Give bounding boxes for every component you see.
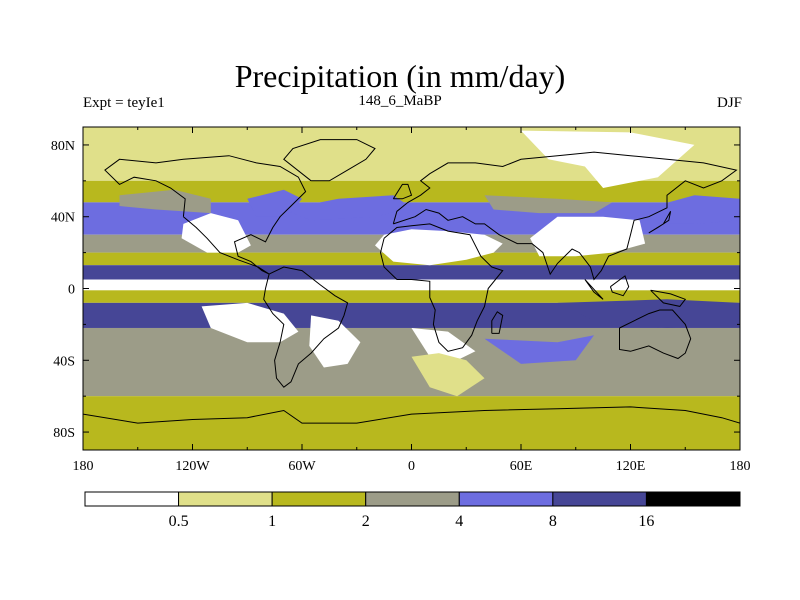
- precip-region-asia-band: [484, 195, 613, 214]
- precip-band-10: [83, 396, 740, 450]
- colorbar-swatch: [271, 491, 367, 507]
- experiment-label: Expt = teyIe1: [83, 95, 165, 111]
- y-tick-label: 80N: [51, 139, 75, 154]
- precip-region-atlantic-storm: [283, 195, 412, 221]
- precip-region-south-indian-mix: [484, 335, 594, 364]
- coastline-8: [491, 311, 504, 334]
- coastlines: [83, 139, 740, 424]
- colorbar-swatch: [84, 491, 180, 507]
- coastline-6: [83, 406, 740, 424]
- precip-band-1: [83, 180, 740, 203]
- x-tick-label: 60W: [288, 459, 316, 474]
- precip-band-9: [83, 327, 740, 397]
- plot-title: Precipitation (in mm/day): [234, 58, 566, 94]
- precip-band-7: [83, 290, 740, 303]
- precip-region-pacific-nw-band: [119, 189, 211, 214]
- precip-region-na-east-wet: [247, 189, 302, 217]
- colorbar-swatch: [178, 491, 273, 507]
- precip-region-north-africa-dry: [375, 229, 503, 266]
- precip-region-arctic-dry: [521, 130, 695, 188]
- coastline-4: [619, 309, 692, 360]
- coastline-5: [283, 139, 376, 182]
- coastline-9: [648, 211, 672, 234]
- y-tick-label: 40S: [53, 354, 75, 369]
- coastline-3: [392, 151, 738, 281]
- precip-band-6: [83, 279, 740, 291]
- precip-region-sa-south-dry: [309, 315, 361, 368]
- colorbar-swatch: [552, 491, 647, 507]
- axis-ticks: 180 120W 60W 0 60E 120E 180 80N 40N 0 40S 80S: [51, 127, 751, 474]
- coastline-0: [104, 155, 307, 275]
- coastline-12: [650, 289, 687, 307]
- colorbar-swatch: [365, 491, 460, 507]
- precip-region-africa-south-mix: [411, 353, 485, 397]
- x-tick-label: 180: [73, 459, 94, 474]
- y-tick-label: 40N: [51, 211, 75, 226]
- x-tick-label: 60E: [510, 459, 533, 474]
- colorbar-label: 0.5: [169, 513, 189, 530]
- precip-region-south-pacific-dry: [201, 302, 299, 343]
- colorbar-label: 8: [549, 513, 557, 530]
- precip-region-southern-africa-dry: [411, 328, 476, 361]
- precip-band-5: [83, 265, 740, 280]
- colorbar-swatch: [458, 491, 554, 507]
- coastline-2: [379, 223, 504, 352]
- coastline-7: [392, 183, 413, 200]
- x-tick-label: 0: [408, 459, 415, 474]
- y-tick-label: 0: [68, 283, 75, 298]
- colorbar-label: 4: [455, 513, 463, 530]
- precip-field: [83, 127, 740, 450]
- season-label: DJF: [716, 95, 742, 111]
- period-label: 148_6_MaBP: [358, 93, 442, 109]
- precip-region-china-dry: [530, 216, 646, 257]
- y-tick-label: 80S: [53, 426, 75, 441]
- x-tick-label: 120E: [616, 459, 646, 474]
- precip-region-na-west-dry: [181, 213, 251, 253]
- x-tick-label: 120W: [175, 459, 210, 474]
- colorbar-label: 1: [268, 513, 276, 530]
- precip-region-east-asia-wet: [648, 195, 740, 224]
- x-tick-label: 180: [730, 459, 751, 474]
- coastline-11: [609, 275, 630, 297]
- colorbar-swatch: [645, 491, 741, 507]
- colorbar: 0.5 1 2 4 8 16: [84, 491, 741, 530]
- colorbar-label: 2: [362, 513, 370, 530]
- colorbar-label: 16: [638, 513, 654, 530]
- coastline-10: [584, 279, 604, 300]
- coastline-1: [263, 266, 349, 388]
